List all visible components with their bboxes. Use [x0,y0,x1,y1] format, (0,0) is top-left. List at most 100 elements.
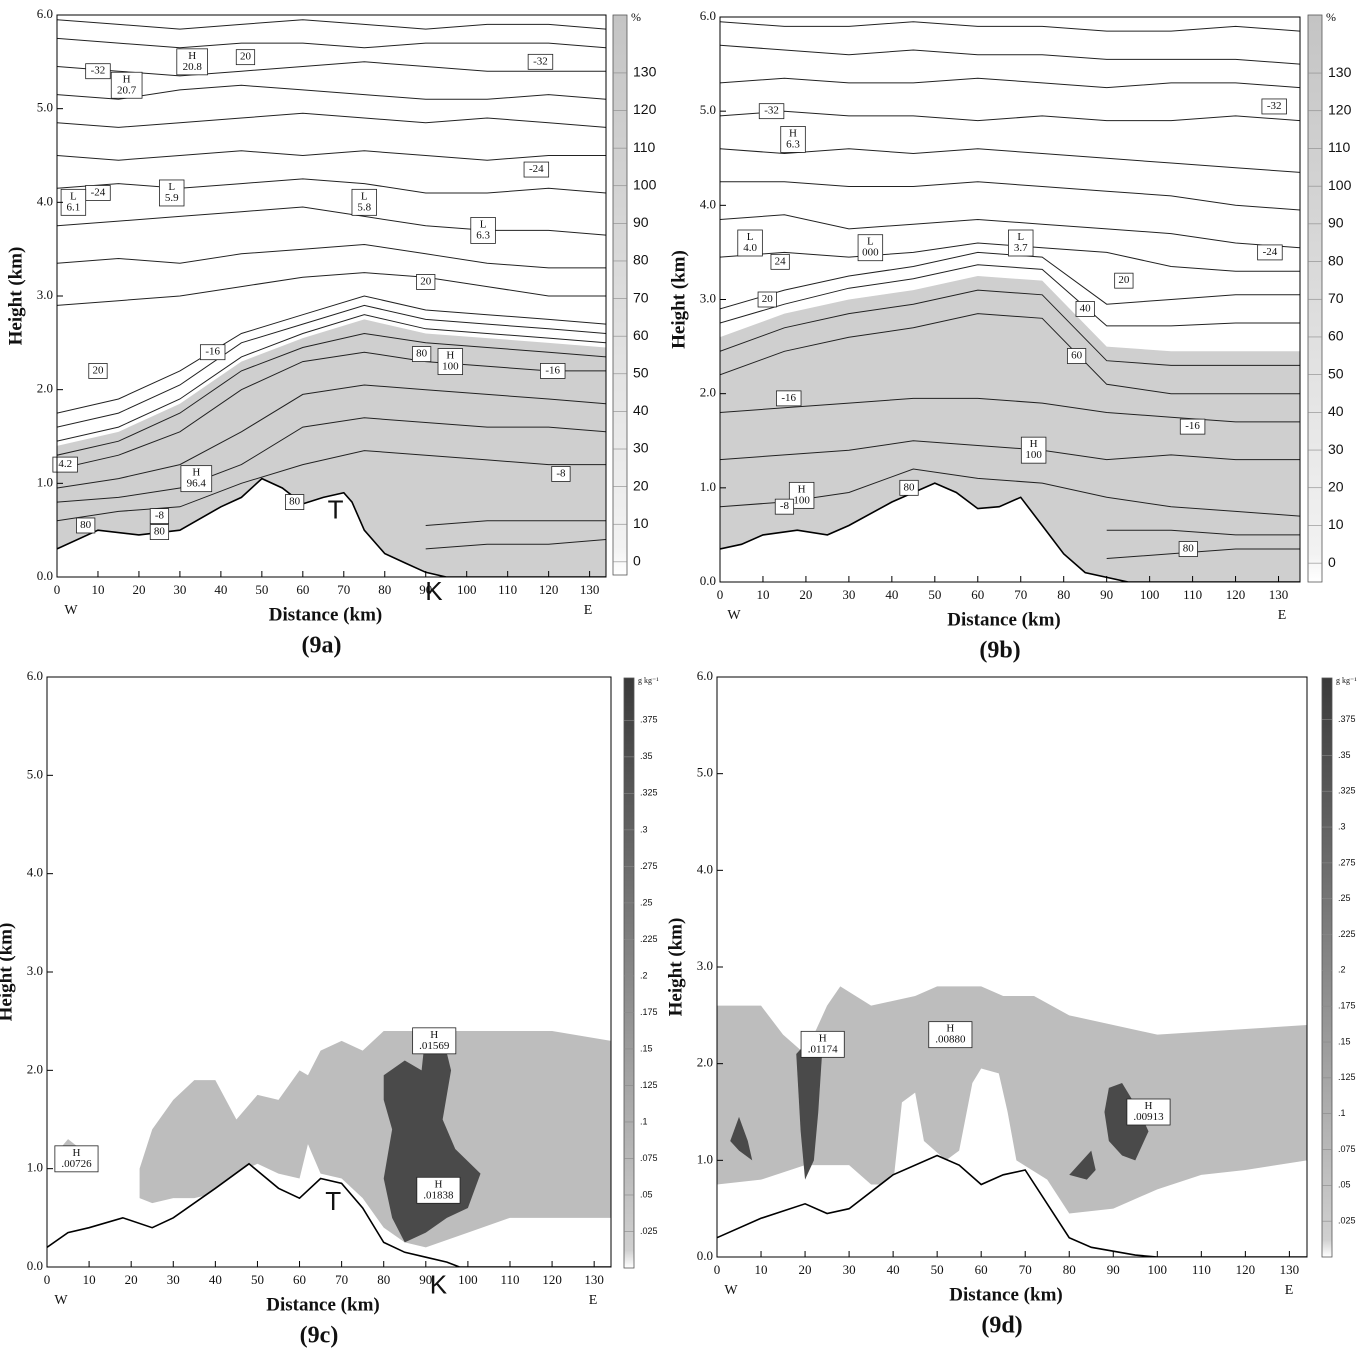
cloud-area [139,1031,611,1248]
annotation-text: -32 [533,55,548,67]
colorbar-tick-label: 130 [633,64,657,80]
x-tick-label: 0 [714,1262,721,1277]
y-tick-label: 5.0 [27,766,43,781]
colorbar-tick-label: .225 [640,934,658,944]
x-tick-label: 100 [458,1272,478,1287]
x-tick-label: 120 [1226,587,1246,602]
annotation-text: H [430,1029,438,1041]
colorbar-tick-label: 90 [633,214,649,230]
colorbar [1321,677,1333,1258]
annotation-box [180,465,213,493]
annotation-text: .00913 [1133,1111,1164,1123]
x-tick-label: 60 [296,582,309,597]
annotation-box [1178,541,1198,557]
annotation-box [159,179,185,207]
colorbar-tick-label: 70 [1328,290,1344,306]
y-tick-label: 4.0 [700,196,716,211]
colorbar-tick-label: .125 [640,1080,658,1090]
terrain-line [717,1154,1307,1257]
side-label-west: W [724,1283,738,1298]
y-tick-label: 3.0 [27,963,43,978]
y-tick-label: 5.0 [700,102,716,117]
annotation-box [351,188,377,216]
colorbar-tick-label: .25 [1338,893,1351,903]
y-tick-label: 4.0 [37,193,53,208]
contour-line [57,314,606,442]
panel-title: (9c) [300,1323,339,1349]
y-tick-label: 4.0 [27,865,43,880]
contour-line [57,295,606,414]
side-label-east: E [584,603,593,618]
annotation-text: H [789,127,797,139]
colorbar-tick-label: .25 [640,897,653,907]
annotation-text: .01838 [423,1189,454,1201]
x-axis-label: Distance (km) [949,1284,1062,1305]
annotation-text: 80 [289,496,301,508]
annotation-text: 20.8 [183,61,203,73]
colorbar [612,14,628,576]
annotation-text: H [72,1147,80,1159]
annotation-box [757,291,777,308]
annotation-text: 80 [80,519,92,531]
annotation-text: -32 [91,65,106,77]
x-tick-label: 50 [255,582,268,597]
annotation-text: L [747,231,754,243]
colorbar-tick-label: .325 [640,788,658,798]
x-tick-label: 120 [1236,1262,1256,1277]
colorbar-unit: g kg⁻¹ [638,676,659,685]
annotation-text: -16 [1185,420,1200,432]
colorbar-tick-label: .125 [1338,1072,1356,1082]
x-tick-label: 10 [755,1262,768,1277]
colorbar-tick-label: .225 [1338,929,1356,939]
x-tick-label: 110 [500,1272,519,1287]
annotation-text: 80 [416,348,428,360]
colorbar-tick-label: .05 [640,1189,653,1199]
annotation-box [776,390,802,407]
colorbar-tick-label: 110 [633,139,656,155]
x-tick-label: 90 [419,582,432,597]
x-tick-label: 100 [1140,587,1160,602]
x-tick-label: 30 [173,582,186,597]
x-tick-label: 50 [251,1272,264,1287]
cloud-core [1069,1150,1096,1180]
x-tick-label: 20 [799,1262,812,1277]
y-tick-label: 0.0 [37,568,53,583]
x-tick-label: 120 [542,1272,562,1287]
y-tick-label: 3.0 [700,290,716,305]
colorbar-tick-label: .1 [640,1116,648,1126]
cloud-core [796,1034,823,1180]
x-tick-label: 40 [887,1262,900,1277]
colorbar-tick-label: .375 [640,715,658,725]
annotation-box [437,348,464,375]
colorbar-tick-label: .15 [1338,1036,1351,1046]
side-label-east: E [1278,608,1287,623]
x-tick-label: 80 [377,1272,390,1287]
contour-line [57,450,606,522]
annotation-text: .00726 [61,1158,92,1170]
x-tick-label: 110 [498,582,517,597]
annotation-text: -32 [764,105,779,117]
annotation-text: 20 [240,51,252,63]
annotation-box [737,229,763,257]
colorbar-tick-label: 90 [1328,215,1344,231]
x-tick-label: 10 [91,582,104,597]
x-tick-label: 70 [1014,587,1027,602]
colorbar-tick-label: 30 [1328,441,1344,457]
x-tick-label: 0 [54,582,61,597]
contour-line [720,313,1300,395]
contour-line [720,440,1300,461]
x-tick-label: 20 [125,1272,138,1287]
x-tick-label: 90 [1100,587,1113,602]
annotation-text: L [168,181,175,193]
annotation-text: L [480,218,487,230]
annotation-box [551,466,571,482]
annotation-text: 3.7 [1014,242,1028,254]
x-tick-label: 0 [717,587,724,602]
marker-letter: K [425,576,443,606]
annotation-text: 20.7 [117,84,137,96]
annotation-box [285,494,305,510]
annotation-text: H [798,483,806,495]
contour-line [57,112,606,128]
side-label-west: W [54,1293,68,1308]
annotation-box [76,517,96,534]
